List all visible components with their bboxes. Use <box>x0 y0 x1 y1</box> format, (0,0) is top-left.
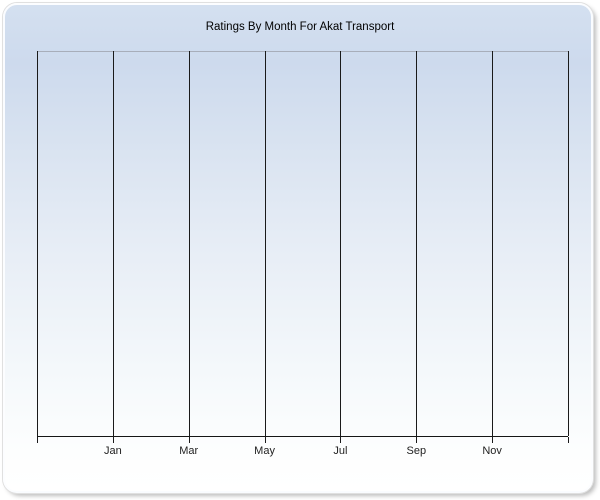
x-tick <box>37 437 38 443</box>
gridline <box>264 51 266 436</box>
chart-panel <box>3 3 593 493</box>
x-tick-label: Jul <box>333 445 348 457</box>
gridline <box>568 51 569 436</box>
x-axis-ticks <box>37 437 569 443</box>
chart-title: Ratings By Month For Akat Transport <box>205 21 395 33</box>
gridline <box>340 51 342 436</box>
gridline <box>416 51 418 436</box>
x-tick <box>340 437 342 443</box>
gridline <box>112 51 114 436</box>
x-tick <box>112 437 114 443</box>
x-tick <box>568 437 569 443</box>
x-axis-labels: Jan Mar May Jul Sep Nov <box>37 445 568 459</box>
x-tick-label: May <box>254 445 275 457</box>
x-tick-label: Mar <box>179 445 199 457</box>
x-tick-label: Jan <box>103 445 122 457</box>
x-tick-label: Nov <box>482 445 502 457</box>
x-tick <box>416 437 418 443</box>
x-tick <box>264 437 266 443</box>
gridline <box>188 51 190 436</box>
plot-area <box>37 51 569 437</box>
gridline <box>492 51 494 436</box>
x-tick <box>188 437 190 443</box>
gridline <box>37 51 38 436</box>
x-tick <box>492 437 494 443</box>
x-tick-label: Sep <box>406 445 427 457</box>
